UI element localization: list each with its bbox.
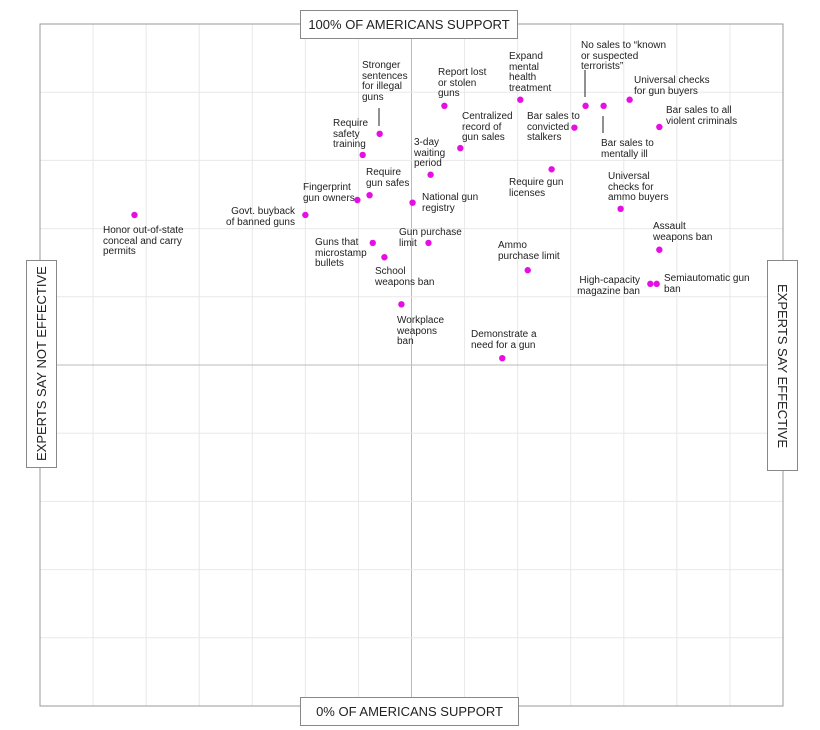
point (366, 191, 373, 199)
point (548, 166, 555, 173)
point-label: Honor out-of-state conceal and carry per… (103, 225, 184, 257)
point-label: Universal checks for ammo buyers (608, 171, 669, 203)
point (647, 280, 654, 288)
point-label: Gun purchase limit (399, 227, 462, 249)
point (427, 171, 434, 178)
point (656, 246, 663, 253)
point (617, 205, 624, 213)
point (359, 151, 366, 159)
point (524, 267, 531, 274)
point-label: Report lost or stolen guns (438, 67, 487, 99)
point-label: Semiautomatic gun ban (664, 273, 750, 295)
point (409, 199, 416, 206)
point-label: Stronger sentences for illegal guns (362, 60, 408, 103)
point (499, 354, 506, 362)
point-label: Fingerprint gun owners (303, 182, 355, 204)
point-label: Demonstrate a need for a gun (471, 329, 537, 351)
point-label: Bar sales to all violent criminals (666, 105, 738, 127)
point (131, 211, 138, 219)
point-label: National gun registry (422, 192, 479, 214)
point (517, 96, 524, 103)
point-label: Expand mental health treatment (509, 51, 552, 94)
point (653, 280, 660, 288)
point-label: Universal checks for gun buyers (634, 75, 710, 97)
point (369, 239, 376, 247)
point (398, 301, 405, 308)
left-label: EXPERTS SAY NOT EFFECTIVE (26, 260, 57, 468)
point-label: Bar sales to convicted stalkers (527, 111, 580, 143)
right-label: EXPERTS SAY EFFECTIVE (767, 260, 798, 471)
top-label: 100% OF AMERICANS SUPPORT (300, 10, 518, 39)
point-label: Centralized record of gun sales (462, 111, 513, 143)
point-label: No sales to “known or suspected terroris… (581, 40, 667, 72)
point-label: Require gun licenses (509, 177, 564, 199)
point-label: Govt. buyback of banned guns (226, 206, 295, 228)
bottom-label: 0% OF AMERICANS SUPPORT (300, 697, 519, 726)
point-label: High-capacity magazine ban (577, 275, 640, 297)
point (302, 211, 309, 219)
point-label: Require safety training (333, 118, 369, 150)
point (582, 102, 589, 110)
point-label: Bar sales to mentally ill (601, 138, 654, 160)
point-label: 3-day waiting period (414, 137, 446, 169)
point (600, 102, 607, 110)
point (457, 144, 464, 152)
point-label: School weapons ban (375, 266, 435, 288)
point (656, 123, 663, 131)
point (626, 96, 633, 103)
point-label: Assault weapons ban (653, 221, 713, 243)
point (441, 102, 448, 110)
point (376, 130, 383, 138)
point (381, 254, 388, 261)
point (354, 196, 361, 204)
point (571, 124, 578, 131)
point-label: Workplace weapons ban (397, 315, 445, 347)
point-label: Ammo purchase limit (498, 240, 560, 262)
point-label: Guns that microstamp bullets (315, 237, 367, 269)
point-label: Require gun safes (366, 167, 410, 189)
point (425, 239, 432, 247)
